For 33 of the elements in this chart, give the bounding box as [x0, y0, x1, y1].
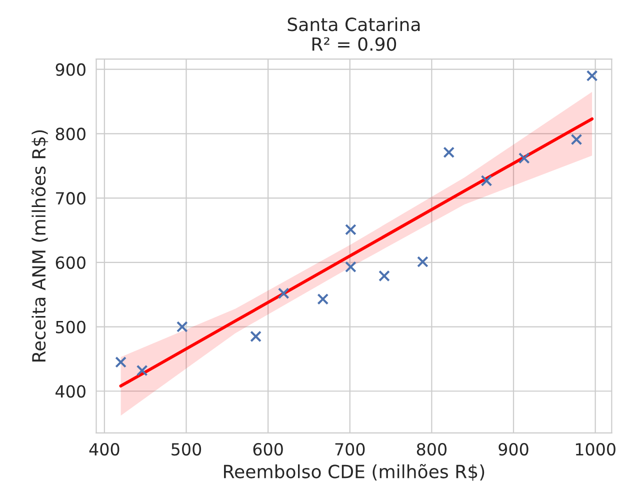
y-tick-label: 700 — [56, 192, 86, 205]
x-tick-label: 400 — [89, 442, 120, 456]
point — [416, 256, 428, 268]
y-tick-label: 600 — [56, 256, 86, 269]
x-tick-label: 800 — [416, 442, 446, 456]
y-axis-title: Receita ANM (milhões R$) — [31, 130, 48, 362]
point — [344, 224, 356, 236]
x-tick-label: 700 — [335, 442, 365, 456]
y-tick-label: 900 — [56, 63, 86, 76]
chart-subtitle: R² = 0.90 — [312, 37, 396, 51]
point — [278, 288, 290, 300]
point — [586, 70, 598, 82]
point — [176, 321, 188, 332]
x-tick-label: 900 — [498, 442, 528, 456]
point — [518, 152, 530, 164]
point — [378, 270, 390, 282]
point — [115, 356, 127, 368]
chart-title: Santa Catarina — [288, 17, 420, 32]
line-series — [119, 117, 594, 388]
x-tick-label: 1000 — [576, 442, 616, 456]
point — [317, 293, 329, 305]
point — [136, 364, 148, 376]
point — [570, 134, 582, 146]
point — [344, 261, 356, 273]
point — [250, 330, 262, 342]
x-tick-label: 500 — [172, 442, 202, 456]
y-tick-label: 400 — [56, 385, 86, 398]
x-tick-label: 600 — [253, 442, 283, 456]
y-tick-label: 800 — [56, 128, 86, 140]
x-axis-title: Reembolso CDE (milhões R$) — [224, 464, 484, 481]
y-tick-label: 500 — [56, 320, 86, 334]
point — [443, 146, 455, 158]
point — [480, 174, 492, 186]
